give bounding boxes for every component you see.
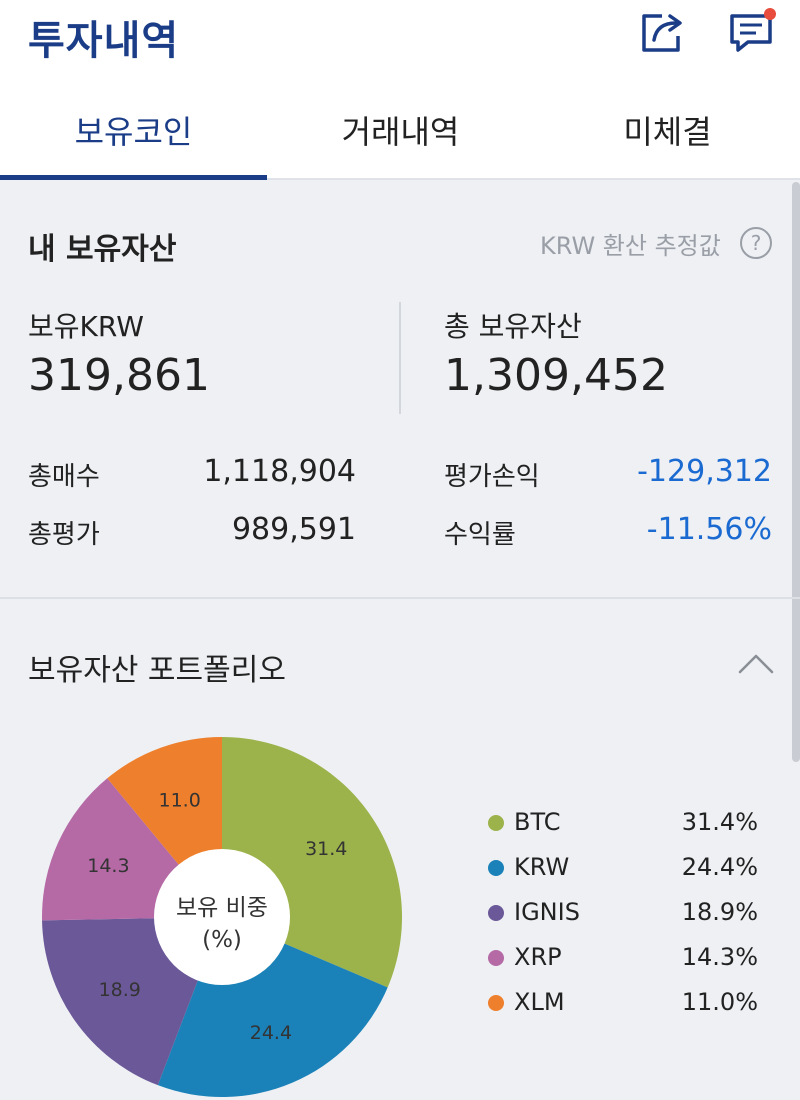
return-rate-value: -11.56% [646, 512, 772, 547]
legend-dot [488, 905, 504, 921]
legend-name: XRP [514, 943, 562, 971]
total-buy-label: 총매수 [28, 462, 100, 492]
legend-name: BTC [514, 808, 561, 836]
return-rate-label: 수익률 [444, 520, 516, 550]
legend-dot [488, 995, 504, 1011]
section-divider [0, 597, 800, 599]
pie-center-label: 보유 비중 [176, 895, 268, 921]
vertical-divider [399, 302, 401, 414]
total-assets-value: 1,309,452 [444, 350, 668, 401]
legend-percent: 24.4% [681, 853, 758, 881]
pie-slice-label-ignis: 18.9 [99, 979, 141, 1001]
share-icon[interactable] [636, 8, 688, 56]
total-buy-value: 1,118,904 [203, 454, 356, 489]
pie-slice-label-btc: 31.4 [305, 838, 347, 860]
legend-percent: 31.4% [681, 808, 758, 836]
legend-dot [488, 815, 504, 831]
legend-dot [488, 950, 504, 966]
legend-item-xrp: XRP 14.3% [488, 943, 758, 973]
pnl-value: -129,312 [637, 454, 772, 489]
tab-holdings[interactable]: 보유코인 [74, 113, 193, 151]
legend-name: XLM [514, 988, 565, 1016]
legend-percent: 14.3% [681, 943, 758, 971]
legend-item-btc: BTC 31.4% [488, 808, 758, 838]
krw-balance-value: 319,861 [28, 350, 210, 401]
legend-name: IGNIS [514, 898, 580, 926]
legend-item-krw: KRW 24.4% [488, 853, 758, 883]
scrollbar[interactable] [792, 182, 800, 762]
help-icon[interactable]: ? [740, 227, 772, 259]
chat-icon[interactable] [726, 6, 780, 56]
total-assets-label: 총 보유자산 [444, 310, 582, 343]
legend-dot [488, 860, 504, 876]
pie-slice-label-krw: 24.4 [250, 1022, 292, 1044]
active-tab-indicator [0, 175, 267, 180]
tab-bar: 보유코인 거래내역 미체결 [0, 90, 800, 180]
pnl-label: 평가손익 [444, 462, 540, 492]
total-eval-value: 989,591 [231, 512, 356, 547]
legend-item-ignis: IGNIS 18.9% [488, 898, 758, 928]
pie-center-hole [154, 849, 290, 985]
tab-trade-history[interactable]: 거래내역 [341, 113, 460, 151]
pie-slice-label-xrp: 14.3 [87, 855, 129, 877]
pie-slice-label-xlm: 11.0 [159, 789, 201, 811]
legend-name: KRW [514, 853, 570, 881]
legend-percent: 18.9% [681, 898, 758, 926]
portfolio-pie-chart: 31.4 24.4 18.9 14.3 11.0 보유 비중 (%) [42, 737, 402, 1097]
krw-estimate-hint: KRW 환산 추정값 [540, 232, 721, 260]
app-header: 투자내역 [0, 0, 800, 90]
assets-section-title: 내 보유자산 [28, 232, 177, 267]
total-eval-label: 총평가 [28, 520, 100, 550]
page-title: 투자내역 [28, 18, 180, 64]
legend-percent: 11.0% [681, 988, 758, 1016]
tab-pending-orders[interactable]: 미체결 [623, 113, 712, 151]
chevron-up-icon[interactable] [736, 648, 776, 678]
notification-dot [764, 8, 776, 20]
krw-balance-label: 보유KRW [28, 310, 144, 343]
pie-center-unit: (%) [202, 927, 242, 953]
portfolio-section-title: 보유자산 포트폴리오 [28, 653, 286, 688]
legend-item-xlm: XLM 11.0% [488, 988, 758, 1018]
